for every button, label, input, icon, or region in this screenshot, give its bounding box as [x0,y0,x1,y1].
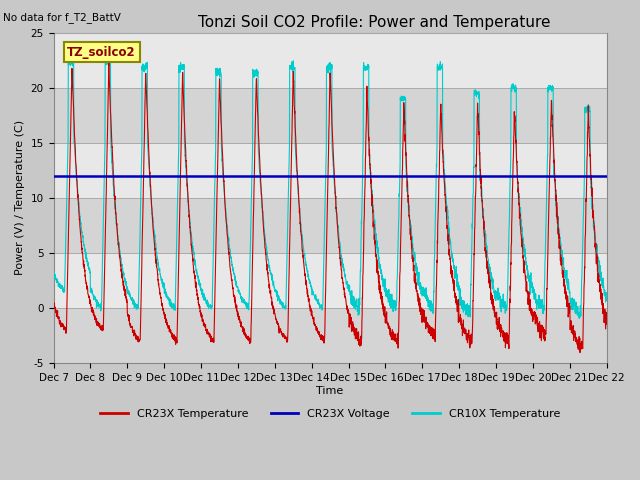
Title: Tonzi Soil CO2 Profile: Power and Temperature: Tonzi Soil CO2 Profile: Power and Temper… [198,15,550,30]
Legend: CR23X Temperature, CR23X Voltage, CR10X Temperature: CR23X Temperature, CR23X Voltage, CR10X … [96,405,564,423]
Bar [54,308,607,363]
Bar [54,33,607,88]
Bar [54,143,607,198]
Text: TZ_soilco2: TZ_soilco2 [67,46,136,59]
Text: No data for f_T2_BattV: No data for f_T2_BattV [3,12,121,23]
Y-axis label: Power (V) / Temperature (C): Power (V) / Temperature (C) [15,120,25,276]
Bar [54,253,607,308]
Bar [54,198,607,253]
Bar [54,88,607,143]
X-axis label: Time: Time [317,385,344,396]
